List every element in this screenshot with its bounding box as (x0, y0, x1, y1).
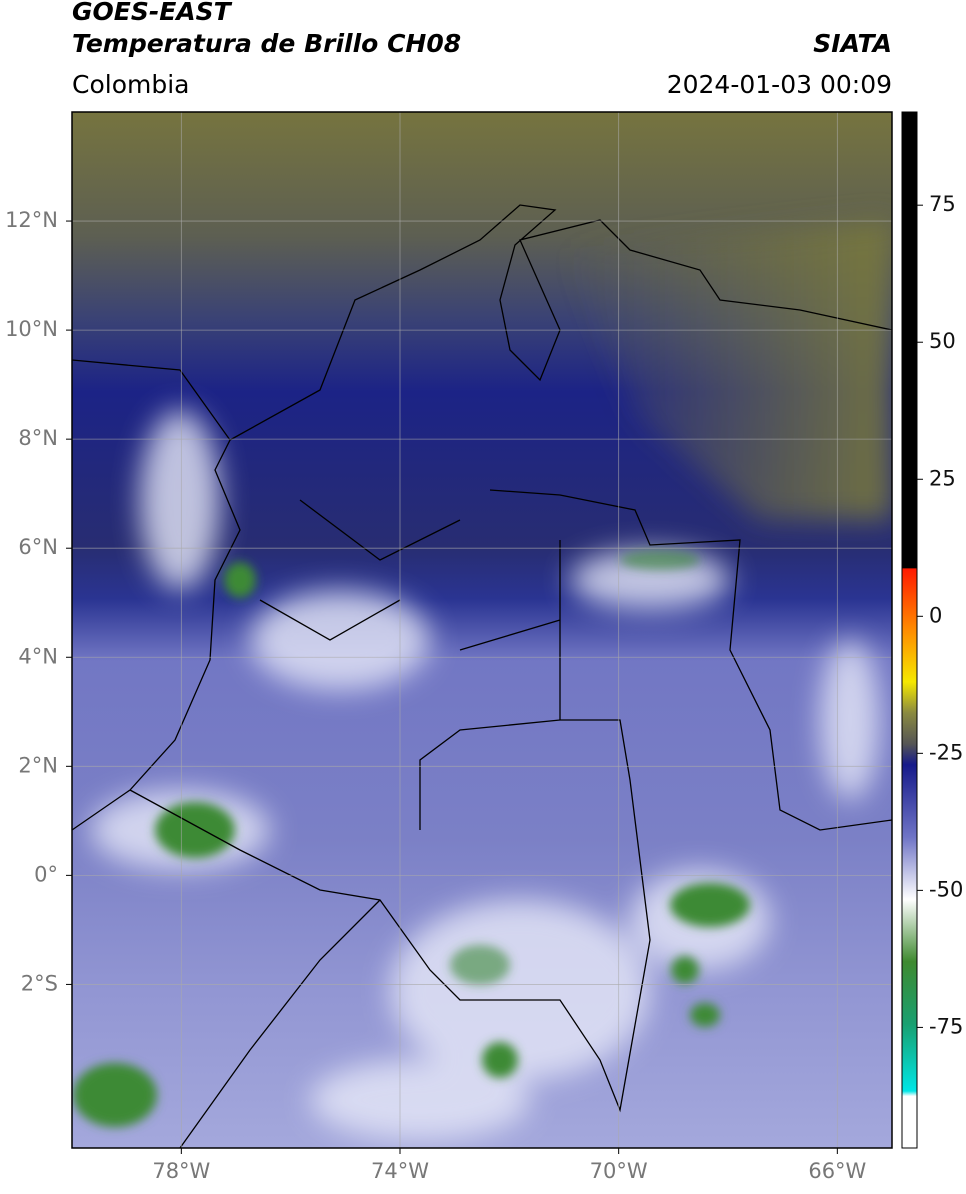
y-tick-label: 4°N (18, 644, 58, 668)
y-tick-label: 12°N (5, 208, 58, 232)
y-tick-label: 2°N (18, 753, 58, 777)
x-tick-label: 74°W (371, 1159, 429, 1183)
x-tick-label: 78°W (152, 1159, 210, 1183)
title-line2: Temperatura de Brillo CH08 (72, 29, 461, 58)
colorbar-tick-label: 0 (929, 603, 942, 627)
title-line1: GOES-EAST (72, 0, 233, 26)
colorbar-tick-label: -50 (929, 877, 963, 901)
colorbar-tick-label: 25 (929, 466, 956, 490)
colorbar-tick-label: 50 (929, 329, 956, 353)
region: Colombia (72, 70, 189, 99)
colorbar-tick-label: 75 (929, 192, 956, 216)
colorbar-tick-label: -25 (929, 740, 963, 764)
colorbar-tick-label: -75 (929, 1014, 963, 1038)
satellite-image (72, 112, 892, 1148)
y-tick-label: 0° (34, 862, 58, 886)
datetime: 2024-01-03 00:09 (667, 70, 892, 99)
y-tick-label: 8°N (18, 426, 58, 450)
source: SIATA (813, 29, 892, 58)
map-frame (71, 111, 893, 1149)
y-tick-label: 10°N (5, 317, 58, 341)
y-tick-label: 2°S (21, 971, 58, 995)
x-tick-label: 70°W (590, 1159, 648, 1183)
y-tick-label: 6°N (18, 535, 58, 559)
x-tick-label: 66°W (808, 1159, 866, 1183)
colorbar (901, 111, 918, 1149)
graticule (72, 112, 892, 1148)
